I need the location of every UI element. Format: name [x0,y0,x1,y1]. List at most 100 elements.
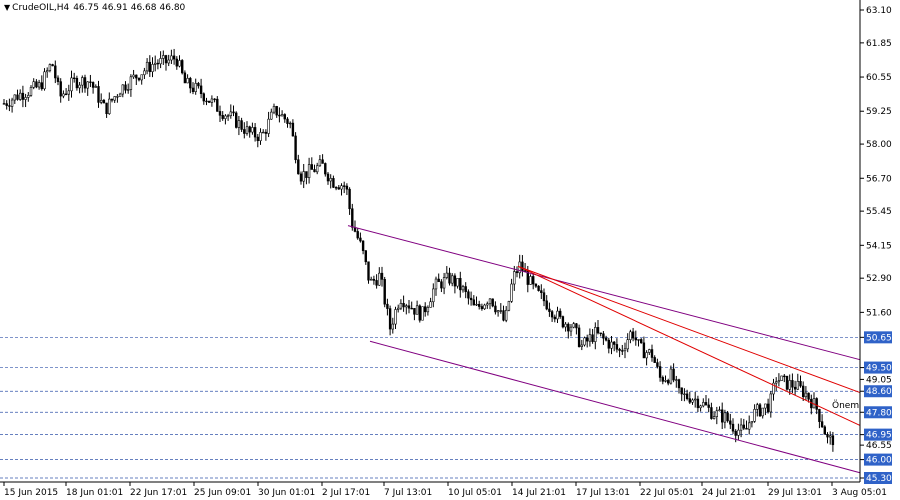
candle-body-52 [143,70,146,76]
candle-body-115 [313,169,316,173]
candle-body-202 [548,308,551,312]
axes [0,0,861,483]
candle-body-273 [739,424,743,431]
candle-body-284 [769,393,773,413]
candle-body-125 [340,185,343,190]
candle-body-35 [97,86,100,103]
y-tick-label-10: 50.65 [866,333,892,343]
y-tick-label-16: 46.55 [866,441,892,451]
candle-body-3 [10,99,14,107]
candle-body-59 [162,55,165,59]
candle-body-268 [726,412,729,422]
candle-body-41 [113,96,116,101]
trendline-channel-upper[interactable] [347,225,861,361]
candle-body-56 [154,62,157,65]
x-tick-label-3: 25 Jun 09:01 [194,488,251,498]
candle-body-254 [688,398,692,403]
candle-body-10 [29,87,33,96]
candle-body-55 [151,64,154,73]
candle-body-124 [337,187,340,190]
candle-body-132 [359,237,362,242]
candle-body-286 [774,381,778,384]
x-tick-label-6: 7 Jul 13:01 [384,488,432,498]
candle-body-162 [440,281,443,289]
candle-body-267 [723,412,727,423]
candle-body-295 [799,381,802,387]
x-tick-label-2: 22 Jun 17:01 [130,488,187,498]
triangle-down-icon[interactable]: ▼ [4,3,11,12]
candle-body-26 [73,77,76,79]
candle-body-146 [396,307,400,310]
trendline-fan-1[interactable] [517,265,861,394]
candle-body-129 [351,208,354,228]
candle-body-17 [48,64,52,71]
candle-body-148 [402,302,405,308]
candle-body-224 [607,339,611,349]
candle-body-247 [669,368,673,384]
candles [2,48,835,452]
level-label-bg-11 [864,361,892,374]
chart-header: ▼ CrudeOIL,H4 46.75 46.91 46.68 46.80 [4,3,188,13]
candle-body-180 [488,298,492,305]
y-tick-label-7: 54.15 [866,241,892,251]
candle-body-101 [275,106,278,116]
candle-body-113 [307,164,311,178]
trendline-channel-lower[interactable] [369,340,861,474]
candle-body-102 [278,114,281,117]
candle-body-104 [283,114,286,120]
candle-body-103 [280,114,284,117]
candle-body-78 [213,98,216,101]
y-tick-label-18: 45.30 [866,474,892,484]
candle-body-105 [286,118,289,124]
candle-body-164 [445,272,448,278]
candle-body-277 [750,421,754,424]
candle-body-68 [186,78,189,84]
candle-body-99 [270,111,273,120]
y-tick-label-8: 52.90 [866,274,892,284]
candle-body-235 [637,339,640,341]
level-label-bg-17 [864,453,892,466]
candle-body-169 [459,278,462,291]
candle-body-27 [75,77,79,89]
candle-body-108 [294,135,297,161]
candle-body-50 [137,77,141,81]
x-tick-label-9: 17 Jul 13:01 [576,488,630,498]
candle-body-187 [507,301,511,311]
x-tick-label-8: 14 Jul 21:01 [512,488,566,498]
x-tick-label-10: 22 Jul 05:01 [640,488,694,498]
candle-body-147 [399,302,403,309]
x-tick-label-1: 18 Jun 01:01 [66,488,123,498]
candle-body-70 [191,87,195,92]
y-tick-label-14: 47.80 [866,408,892,418]
y-tick-label-17: 46.00 [866,456,892,466]
candle-body-53 [145,61,149,72]
candle-body-260 [704,402,708,406]
candle-body-189 [513,271,516,285]
candle-body-304 [823,426,827,435]
candle-body-6 [18,92,22,100]
trendline-fan-2[interactable] [517,265,861,426]
y-tick-label-5: 56.70 [866,174,892,184]
candle-body-218 [591,334,594,342]
candle-body-255 [691,399,694,403]
candle-body-32 [89,81,92,83]
open-value: 46.75 [73,3,99,13]
candle-body-135 [367,261,370,281]
candle-body-290 [785,375,789,390]
candle-body-249 [675,379,678,381]
candle-body-15 [43,71,46,90]
y-axis-ticks: 63.10 61.85 60.55 59.25 58.00 56.70 55.45 54.15… [860,6,892,484]
candle-body-213 [577,327,581,347]
candle-body-133 [361,240,365,251]
candle-body-112 [305,171,308,178]
candle-body-154 [418,305,421,321]
candle-body-4 [13,94,16,101]
candle-body-306 [828,435,832,438]
symbol-label: CrudeOIL,H4 [12,3,70,13]
candle-body-141 [383,279,386,305]
candle-body-8 [24,97,27,100]
candle-body-288 [780,375,783,381]
candle-body-18 [51,64,54,67]
candle-body-89 [243,129,246,134]
